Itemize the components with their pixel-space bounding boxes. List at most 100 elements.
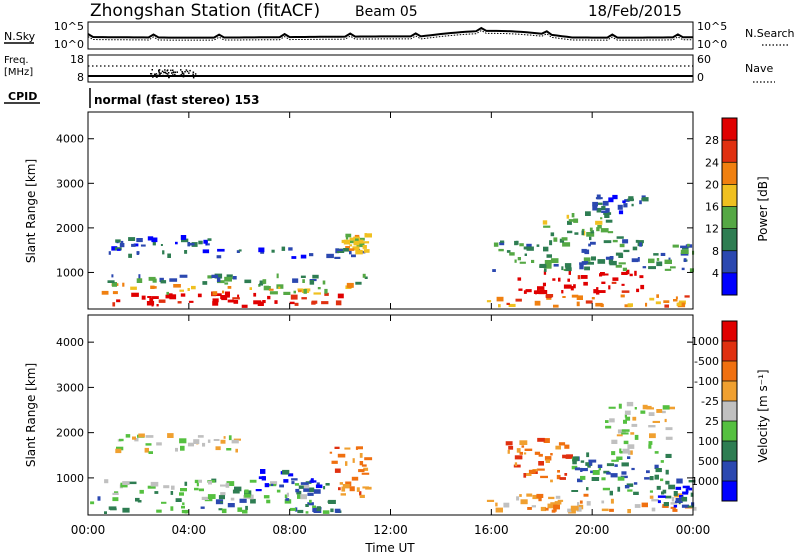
range-cell (260, 469, 266, 474)
range-cell (601, 508, 609, 512)
colorbar-segment (722, 321, 737, 341)
range-cell (631, 423, 638, 427)
range-cell (649, 433, 656, 439)
range-cell (337, 453, 346, 458)
range-cell (567, 230, 573, 234)
nave-dot (162, 74, 164, 77)
range-cell (198, 479, 202, 483)
range-cell (590, 470, 593, 474)
range-cell (292, 278, 299, 283)
y-tick-label: 2000 (56, 427, 84, 440)
velocity-y-label: Slant Range [km] (24, 363, 38, 467)
range-cell (288, 473, 294, 477)
range-cell (294, 302, 299, 306)
range-cell (349, 250, 352, 255)
range-cell (175, 447, 178, 452)
range-cell (547, 263, 552, 269)
range-cell (294, 483, 300, 486)
range-cell (531, 505, 536, 508)
range-cell (543, 225, 551, 228)
range-cell (361, 472, 370, 475)
range-cell (553, 304, 559, 308)
range-cell (681, 504, 689, 508)
range-cell (680, 249, 689, 254)
range-cell (202, 442, 206, 447)
range-cell (328, 499, 336, 504)
velocity-colorbar: -1000 -500 -100 -25 25 100 500 1000 (687, 320, 738, 502)
range-cell (663, 300, 670, 303)
range-cell (169, 278, 178, 282)
range-cell (582, 230, 586, 236)
range-cell (566, 454, 573, 459)
range-cell (148, 276, 156, 281)
range-cell (556, 474, 561, 480)
range-cell (108, 506, 117, 510)
range-cell (618, 262, 626, 265)
range-cell (622, 239, 629, 244)
range-cell (353, 236, 360, 240)
range-cell (616, 456, 623, 460)
range-cell (128, 253, 132, 258)
range-cell (289, 301, 295, 305)
range-cell (293, 290, 296, 294)
range-cell (207, 439, 211, 443)
range-cell (586, 501, 591, 506)
range-cell (499, 242, 505, 246)
range-cell (519, 261, 526, 264)
range-cell (664, 304, 669, 308)
velocity-frame (87, 314, 694, 516)
range-cell (668, 484, 676, 490)
range-cell (268, 288, 274, 291)
range-cell (630, 432, 635, 435)
range-cell (682, 485, 690, 489)
range-cell (140, 244, 146, 247)
range-cell (163, 485, 170, 489)
range-cell (120, 240, 124, 246)
range-cell (580, 468, 588, 472)
range-cell (133, 243, 139, 247)
range-cell (688, 487, 693, 491)
nave-dot (160, 72, 162, 74)
range-cell (258, 247, 265, 253)
range-cell (661, 491, 665, 495)
range-cell (198, 240, 203, 245)
range-cell (337, 293, 344, 299)
range-cell (649, 297, 655, 301)
range-cell (627, 198, 634, 201)
range-cell (586, 452, 590, 458)
range-cell (559, 238, 565, 243)
range-cell (503, 502, 510, 508)
range-cell (309, 499, 312, 504)
range-cell (193, 439, 200, 444)
range-cell (687, 243, 690, 247)
nave-dot (174, 73, 176, 76)
range-cell (233, 438, 241, 441)
range-cell (359, 237, 365, 241)
range-cell (673, 491, 678, 496)
range-cell (550, 479, 553, 483)
colorbar-segment (722, 184, 737, 207)
nsearch-trace (87, 29, 694, 41)
range-cell (111, 246, 118, 251)
range-cell (524, 448, 533, 451)
x-tick-label: 00:00 (71, 523, 106, 537)
range-cell (682, 491, 689, 495)
range-cell (129, 481, 137, 485)
range-cell (662, 410, 666, 414)
range-cell (635, 239, 639, 243)
power-colorbar: 28 24 20 16 12 8 4 (705, 117, 738, 296)
range-cell (621, 432, 629, 435)
nave-dot (176, 71, 178, 73)
range-cell (651, 499, 659, 502)
range-cell (585, 211, 591, 216)
nave-dot (158, 74, 161, 76)
range-cell (546, 254, 552, 258)
range-cell (180, 235, 187, 240)
range-cell (325, 483, 330, 486)
range-cell (596, 208, 602, 213)
freq-strip: Freq. [MHz] 18 8 60 0 Nave (4, 53, 775, 84)
range-cell (508, 446, 514, 450)
range-cell (537, 437, 545, 442)
range-cell (564, 473, 568, 476)
freq-frame (87, 54, 694, 83)
